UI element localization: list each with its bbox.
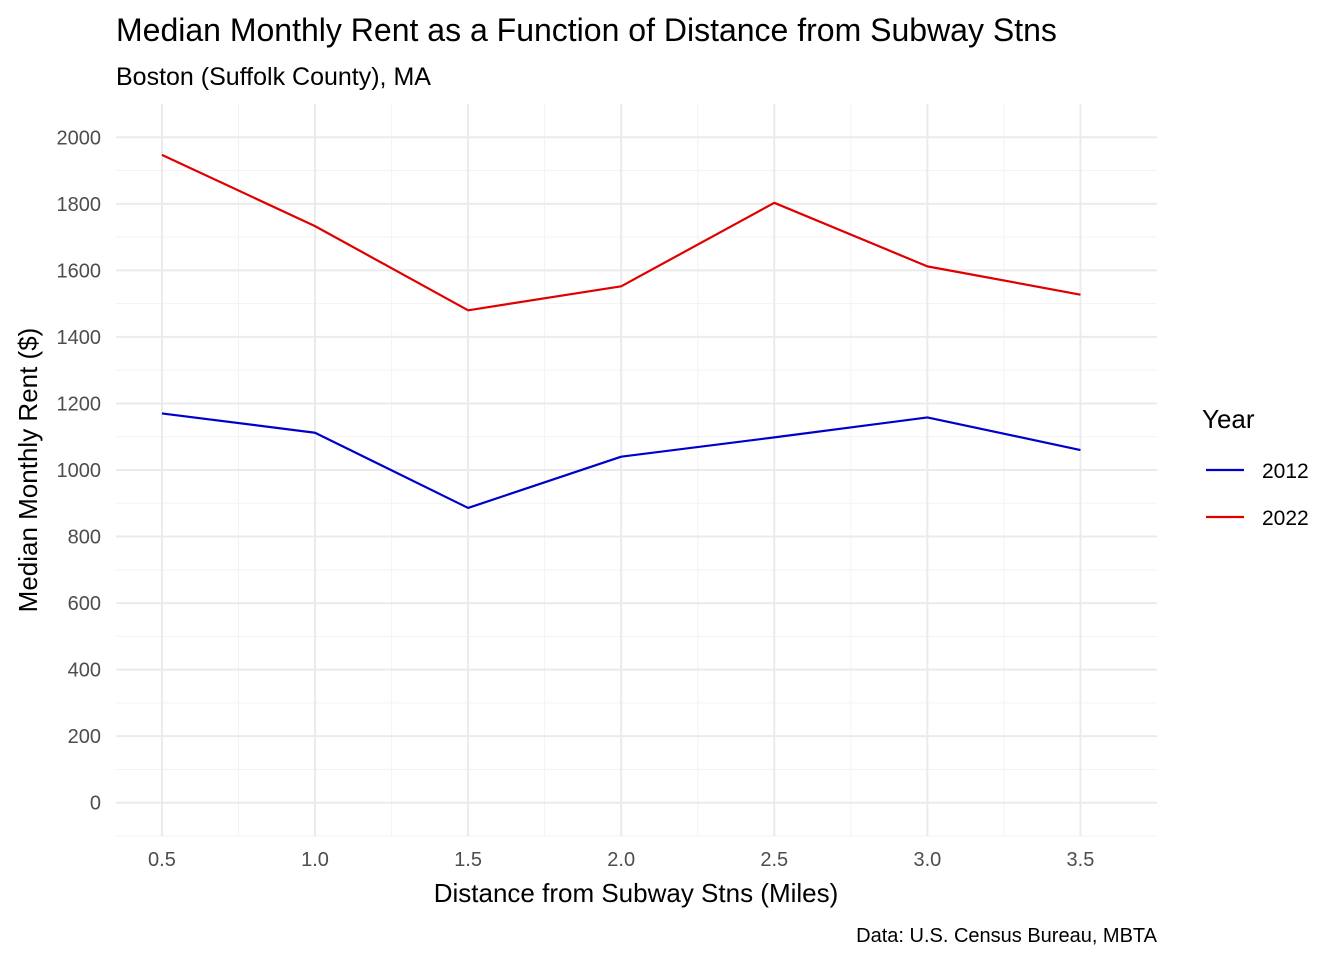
y-tick-label: 600 — [68, 593, 101, 615]
y-axis-title: Median Monthly Rent ($) — [13, 328, 43, 613]
legend-items: 2012 2022 — [1206, 460, 1309, 530]
chart-title: Median Monthly Rent as a Function of Dis… — [116, 12, 1057, 48]
y-tick-label: 1000 — [57, 460, 102, 482]
series-line-2022 — [161, 153, 1081, 312]
y-tick-label: 0 — [90, 793, 101, 815]
series-lines — [161, 153, 1081, 510]
series-line-2012 — [161, 412, 1081, 510]
x-tick-label: 1.5 — [454, 849, 482, 871]
y-tick-label: 800 — [68, 527, 101, 549]
x-tick-label: 1.0 — [301, 849, 329, 871]
x-tick-label: 3.5 — [1067, 849, 1095, 871]
major-gridlines — [116, 104, 1157, 836]
legend-label-2012: 2012 — [1262, 460, 1309, 483]
y-axis-ticks: 0 200 400 600 800 1000 1200 1400 1600 1800 2000 — [57, 127, 102, 814]
legend-label-2022: 2022 — [1262, 507, 1309, 530]
x-tick-label: 0.5 — [148, 849, 176, 871]
chart-caption: Data: U.S. Census Bureau, MBTA — [856, 925, 1158, 947]
y-tick-label: 200 — [68, 726, 101, 748]
legend: Year 2012 2022 — [1202, 404, 1309, 530]
y-tick-label: 1800 — [57, 194, 102, 216]
y-tick-label: 1400 — [57, 327, 102, 349]
legend-title: Year — [1202, 404, 1255, 434]
x-axis-title: Distance from Subway Stns (Miles) — [434, 878, 839, 908]
x-tick-label: 3.0 — [913, 849, 941, 871]
y-tick-label: 2000 — [57, 127, 102, 149]
chart-subtitle: Boston (Suffolk County), MA — [116, 63, 431, 91]
x-tick-label: 2.0 — [607, 849, 635, 871]
y-tick-label: 1200 — [57, 393, 102, 415]
y-tick-label: 400 — [68, 660, 101, 682]
x-axis-ticks: 0.5 1.0 1.5 2.0 2.5 3.0 3.5 — [148, 849, 1094, 871]
x-tick-label: 2.5 — [760, 849, 788, 871]
y-tick-label: 1600 — [57, 260, 102, 282]
